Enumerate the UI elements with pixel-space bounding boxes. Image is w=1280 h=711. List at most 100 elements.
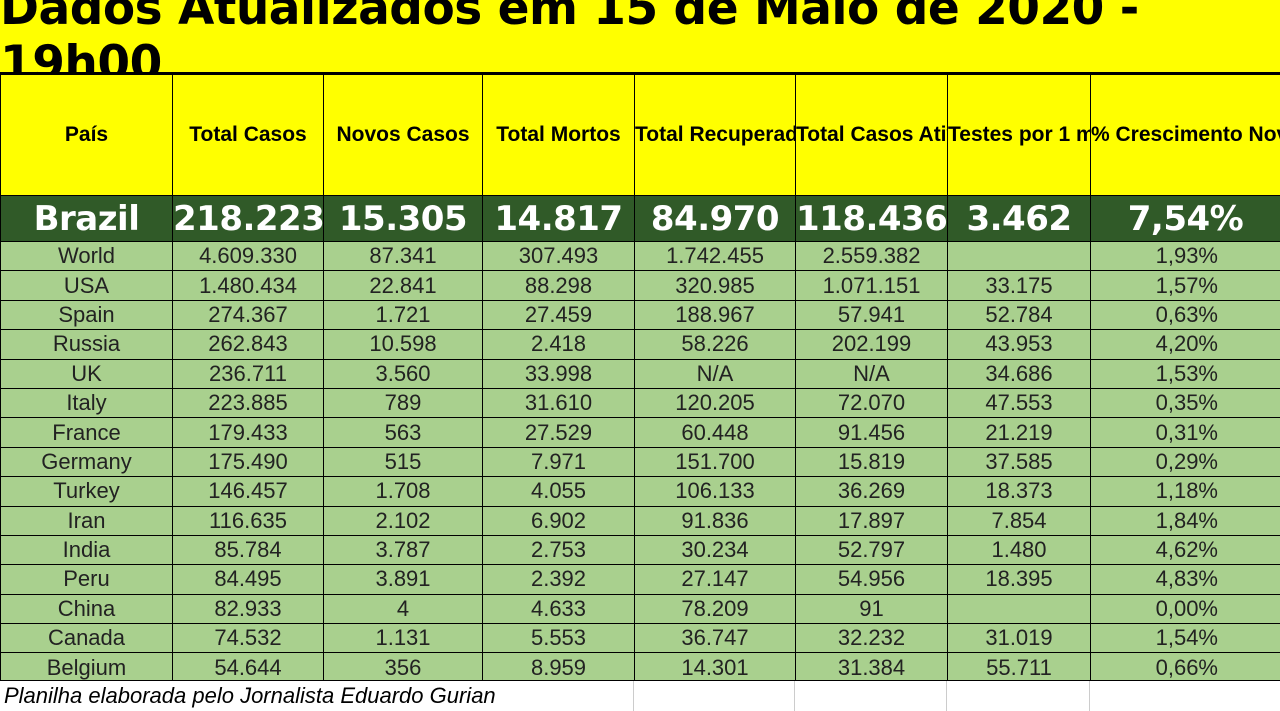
- cell-active-cases: 57.941: [796, 300, 948, 329]
- cell-tests-per-million: 47.553: [948, 388, 1091, 417]
- cell-total-recovered: 106.133: [635, 477, 796, 506]
- cell-total-deaths: 33.998: [483, 359, 635, 388]
- header-tests-per-million: Testes por 1 milhão habitantes: [948, 75, 1091, 196]
- cell-active-cases: 1.071.151: [796, 271, 948, 300]
- cell-total-recovered: 58.226: [635, 330, 796, 359]
- cell-total-recovered: 320.985: [635, 271, 796, 300]
- cell-total-cases: 4.609.330: [173, 242, 324, 271]
- cell-country: Peru: [1, 565, 173, 594]
- cell-country: China: [1, 594, 173, 623]
- cell-growth-pct: 4,20%: [1091, 330, 1280, 359]
- cell-country: Iran: [1, 506, 173, 535]
- footer-row: Planilha elaborada pelo Jornalista Eduar…: [0, 680, 1280, 711]
- cell-country: Germany: [1, 447, 173, 476]
- cell-total-deaths: 307.493: [483, 242, 635, 271]
- cell-tests-per-million: 43.953: [948, 330, 1091, 359]
- cell-new-cases: 87.341: [324, 242, 483, 271]
- highlight-new-cases: 15.305: [324, 196, 483, 242]
- cell-total-cases: 223.885: [173, 388, 324, 417]
- highlight-tests-per-million: 3.462: [948, 196, 1091, 242]
- cell-growth-pct: 0,63%: [1091, 300, 1280, 329]
- highlight-total-recovered: 84.970: [635, 196, 796, 242]
- cell-new-cases: 22.841: [324, 271, 483, 300]
- cell-active-cases: 91: [796, 594, 948, 623]
- cell-tests-per-million: 52.784: [948, 300, 1091, 329]
- cell-active-cases: 17.897: [796, 506, 948, 535]
- cell-total-deaths: 88.298: [483, 271, 635, 300]
- cell-active-cases: 202.199: [796, 330, 948, 359]
- sheet-title: Dados Atualizados em 15 de Maio de 2020 …: [0, 0, 1280, 74]
- cell-total-recovered: 60.448: [635, 418, 796, 447]
- cell-total-deaths: 7.971: [483, 447, 635, 476]
- cell-growth-pct: 0,29%: [1091, 447, 1280, 476]
- header-row: País Total Casos Novos Casos Total Morto…: [1, 75, 1280, 196]
- cell-total-recovered: 30.234: [635, 535, 796, 564]
- cell-growth-pct: 1,57%: [1091, 271, 1280, 300]
- cell-country: Italy: [1, 388, 173, 417]
- cell-total-recovered: 120.205: [635, 388, 796, 417]
- cell-total-cases: 116.635: [173, 506, 324, 535]
- cell-active-cases: 91.456: [796, 418, 948, 447]
- cell-total-recovered: 27.147: [635, 565, 796, 594]
- cell-active-cases: 72.070: [796, 388, 948, 417]
- cell-total-deaths: 5.553: [483, 624, 635, 653]
- cell-active-cases: 54.956: [796, 565, 948, 594]
- cell-country: Belgium: [1, 653, 173, 682]
- cell-active-cases: 32.232: [796, 624, 948, 653]
- cell-new-cases: 1.721: [324, 300, 483, 329]
- cell-total-deaths: 27.529: [483, 418, 635, 447]
- cell-active-cases: 36.269: [796, 477, 948, 506]
- cell-total-cases: 179.433: [173, 418, 324, 447]
- cell-new-cases: 1.131: [324, 624, 483, 653]
- cell-growth-pct: 0,66%: [1091, 653, 1280, 682]
- highlight-total-deaths: 14.817: [483, 196, 635, 242]
- header-total-cases: Total Casos: [173, 75, 324, 196]
- cell-total-recovered: 1.742.455: [635, 242, 796, 271]
- footer-gridline: [1089, 681, 1090, 711]
- cell-total-cases: 54.644: [173, 653, 324, 682]
- highlight-total-cases: 218.223: [173, 196, 324, 242]
- cell-country: Turkey: [1, 477, 173, 506]
- cell-active-cases: 15.819: [796, 447, 948, 476]
- cell-total-cases: 1.480.434: [173, 271, 324, 300]
- cell-tests-per-million: [948, 242, 1091, 271]
- cell-growth-pct: 0,35%: [1091, 388, 1280, 417]
- cell-total-recovered: 151.700: [635, 447, 796, 476]
- cell-total-cases: 74.532: [173, 624, 324, 653]
- header-total-deaths: Total Mortos: [483, 75, 635, 196]
- cell-tests-per-million: 55.711: [948, 653, 1091, 682]
- cell-tests-per-million: 33.175: [948, 271, 1091, 300]
- cell-country: India: [1, 535, 173, 564]
- cell-country: France: [1, 418, 173, 447]
- cell-total-cases: 175.490: [173, 447, 324, 476]
- cell-new-cases: 563: [324, 418, 483, 447]
- cell-growth-pct: 0,00%: [1091, 594, 1280, 623]
- cell-new-cases: 3.560: [324, 359, 483, 388]
- cell-tests-per-million: 1.480: [948, 535, 1091, 564]
- cell-total-cases: 84.495: [173, 565, 324, 594]
- cell-new-cases: 1.708: [324, 477, 483, 506]
- cell-growth-pct: 1,53%: [1091, 359, 1280, 388]
- cell-new-cases: 515: [324, 447, 483, 476]
- cell-active-cases: 52.797: [796, 535, 948, 564]
- cell-active-cases: 2.559.382: [796, 242, 948, 271]
- cell-growth-pct: 0,31%: [1091, 418, 1280, 447]
- cell-tests-per-million: [948, 594, 1091, 623]
- highlight-country: Brazil: [1, 196, 173, 242]
- cell-total-cases: 85.784: [173, 535, 324, 564]
- cell-total-deaths: 8.959: [483, 653, 635, 682]
- header-new-cases: Novos Casos: [324, 75, 483, 196]
- cell-total-recovered: 188.967: [635, 300, 796, 329]
- footer-gridline: [794, 681, 795, 711]
- cell-total-deaths: 31.610: [483, 388, 635, 417]
- cell-total-cases: 82.933: [173, 594, 324, 623]
- cell-tests-per-million: 31.019: [948, 624, 1091, 653]
- cell-tests-per-million: 34.686: [948, 359, 1091, 388]
